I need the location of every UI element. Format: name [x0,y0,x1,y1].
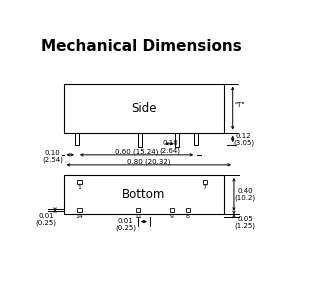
Bar [186,208,190,212]
Bar [75,133,79,145]
Text: 0.10
(2.54): 0.10 (2.54) [42,150,63,163]
Text: 0.40
(10.2): 0.40 (10.2) [234,188,256,201]
Bar [203,179,207,184]
Text: 0.60 (15.24): 0.60 (15.24) [115,149,158,155]
Bar [175,133,179,147]
Text: 0.05
(1.25): 0.05 (1.25) [234,216,255,229]
Text: Bottom: Bottom [122,188,165,201]
Bar [64,175,224,214]
Bar [138,133,143,147]
Bar [64,84,224,133]
Bar [170,208,174,212]
Text: Mechanical Dimensions: Mechanical Dimensions [41,39,242,54]
Bar [77,208,82,212]
Text: 1: 1 [78,185,81,190]
Text: "T": "T" [235,102,245,108]
Text: 0.80 (20.32): 0.80 (20.32) [127,159,171,165]
Text: 11: 11 [134,214,142,218]
Text: 0.01
(0.25): 0.01 (0.25) [35,213,57,226]
Text: Side: Side [131,102,157,115]
Text: 8: 8 [186,214,190,218]
Text: 9: 9 [170,214,174,218]
Text: 0.01
(0.25): 0.01 (0.25) [115,218,136,231]
Bar [194,133,198,145]
Bar [136,208,140,212]
Text: 0.10
(2.64): 0.10 (2.64) [160,140,181,154]
Text: 14: 14 [75,214,83,218]
Bar [77,179,82,184]
Text: 7: 7 [203,185,207,190]
Text: 0.12
(3.05): 0.12 (3.05) [233,133,254,146]
